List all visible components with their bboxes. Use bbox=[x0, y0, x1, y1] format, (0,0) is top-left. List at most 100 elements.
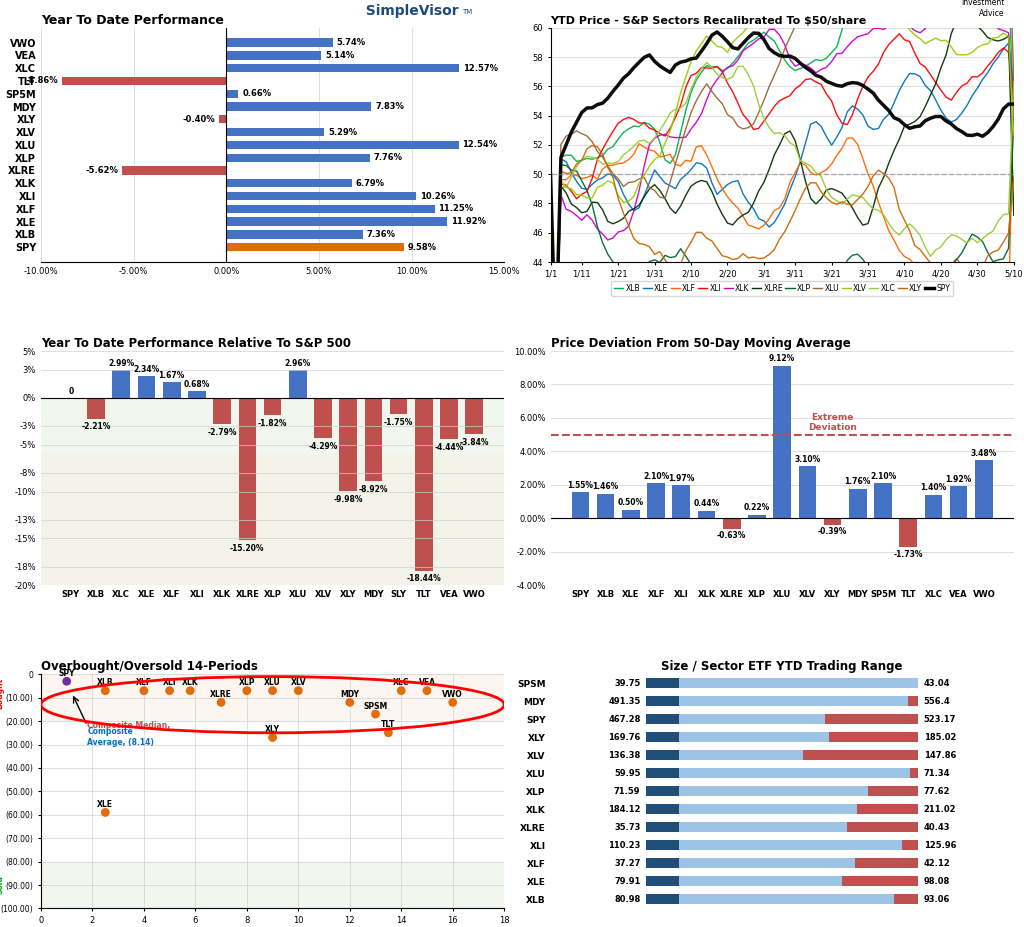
Bar bbox=[723, 518, 740, 529]
Bar bbox=[646, 895, 895, 905]
Bar bbox=[646, 805, 679, 814]
Bar bbox=[647, 483, 665, 518]
Bar bbox=[226, 64, 459, 72]
Bar bbox=[415, 398, 433, 571]
Text: 136.38: 136.38 bbox=[608, 751, 640, 760]
Text: -9.98%: -9.98% bbox=[334, 495, 362, 504]
Text: -5.62%: -5.62% bbox=[86, 166, 119, 175]
Text: 7.83%: 7.83% bbox=[375, 102, 403, 111]
Text: 5.29%: 5.29% bbox=[328, 128, 357, 136]
Text: 40.43: 40.43 bbox=[924, 823, 950, 832]
Bar bbox=[163, 382, 180, 398]
Bar bbox=[226, 218, 447, 226]
Bar bbox=[137, 376, 156, 398]
Text: 1.92%: 1.92% bbox=[945, 475, 972, 484]
Text: 0: 0 bbox=[69, 387, 74, 396]
Bar bbox=[673, 486, 690, 518]
Point bbox=[419, 683, 435, 698]
Text: 2.34%: 2.34% bbox=[133, 364, 160, 374]
Bar bbox=[122, 166, 226, 174]
Text: -1.82%: -1.82% bbox=[258, 419, 288, 427]
Bar bbox=[87, 398, 104, 419]
Text: -2.79%: -2.79% bbox=[208, 427, 237, 437]
Text: 1.76%: 1.76% bbox=[845, 477, 871, 487]
Point bbox=[393, 683, 410, 698]
Bar bbox=[697, 511, 716, 518]
Text: 2.99%: 2.99% bbox=[109, 359, 134, 367]
Bar bbox=[749, 514, 766, 518]
Point bbox=[368, 706, 384, 721]
Text: 7.76%: 7.76% bbox=[374, 153, 402, 162]
Text: -0.40%: -0.40% bbox=[182, 115, 215, 124]
Bar bbox=[440, 398, 458, 439]
Text: 0.22%: 0.22% bbox=[743, 503, 770, 512]
Bar bbox=[646, 732, 679, 743]
Text: SPSM: SPSM bbox=[364, 702, 388, 711]
Text: SimpleVisor: SimpleVisor bbox=[356, 5, 459, 19]
Bar bbox=[646, 858, 855, 869]
Point bbox=[264, 730, 281, 745]
Point bbox=[97, 805, 114, 819]
Bar bbox=[847, 822, 919, 832]
Text: 10.26%: 10.26% bbox=[420, 192, 455, 200]
Text: Composite Median,: Composite Median, bbox=[87, 721, 170, 730]
Text: 77.62: 77.62 bbox=[924, 787, 950, 796]
Text: 71.34: 71.34 bbox=[924, 768, 950, 778]
Text: 523.17: 523.17 bbox=[924, 715, 956, 724]
Text: 2.10%: 2.10% bbox=[869, 472, 896, 481]
Text: XLY: XLY bbox=[265, 725, 281, 734]
Point bbox=[213, 695, 229, 710]
Text: TLT: TLT bbox=[381, 720, 395, 730]
Text: XLF: XLF bbox=[136, 679, 152, 687]
Text: 80.98: 80.98 bbox=[614, 895, 640, 904]
Text: 39.75: 39.75 bbox=[614, 679, 640, 688]
Text: 2.96%: 2.96% bbox=[285, 359, 311, 368]
Bar bbox=[226, 205, 435, 213]
Text: Real
Investment
Advice: Real Investment Advice bbox=[962, 0, 1005, 19]
Bar bbox=[226, 38, 333, 46]
Text: -1.73%: -1.73% bbox=[894, 550, 923, 559]
Bar bbox=[646, 841, 902, 850]
Text: SPY: SPY bbox=[58, 668, 75, 678]
Text: TM: TM bbox=[463, 9, 473, 15]
Bar bbox=[646, 768, 679, 779]
Bar bbox=[239, 398, 256, 540]
Text: 98.08: 98.08 bbox=[924, 877, 950, 886]
Bar bbox=[62, 77, 226, 85]
Text: -18.44%: -18.44% bbox=[407, 575, 441, 583]
Text: 491.35: 491.35 bbox=[608, 697, 640, 705]
Bar bbox=[799, 466, 816, 518]
Bar bbox=[646, 750, 803, 760]
Bar bbox=[857, 805, 919, 814]
Bar bbox=[646, 877, 679, 886]
Text: 2.10%: 2.10% bbox=[643, 472, 669, 481]
Text: -0.63%: -0.63% bbox=[717, 531, 746, 540]
Text: XLB: XLB bbox=[97, 679, 114, 687]
Text: 42.12: 42.12 bbox=[924, 859, 950, 868]
Bar bbox=[925, 495, 942, 518]
Text: 1.46%: 1.46% bbox=[593, 482, 618, 491]
Text: 12.54%: 12.54% bbox=[462, 140, 498, 149]
Bar bbox=[226, 51, 322, 59]
Bar bbox=[646, 858, 679, 869]
Bar bbox=[895, 895, 919, 905]
Text: XLE: XLE bbox=[97, 800, 114, 809]
Text: 37.27: 37.27 bbox=[614, 859, 640, 868]
Bar bbox=[646, 679, 919, 688]
Bar bbox=[950, 486, 968, 518]
Text: 3.48%: 3.48% bbox=[971, 449, 997, 458]
Legend: XLB, XLE, XLF, XLI, XLK, XLRE, XLP, XLU, XLV, XLC, XLY, SPY: XLB, XLE, XLF, XLI, XLK, XLRE, XLP, XLU,… bbox=[611, 281, 953, 296]
Text: VEA: VEA bbox=[419, 679, 435, 687]
Point bbox=[342, 695, 358, 710]
Point bbox=[264, 683, 281, 698]
Text: XLK: XLK bbox=[182, 679, 199, 687]
Bar bbox=[226, 102, 372, 110]
Point bbox=[444, 695, 461, 710]
Bar bbox=[646, 750, 679, 760]
Bar bbox=[226, 128, 325, 136]
Text: Over
Bought: Over Bought bbox=[0, 678, 4, 708]
Text: Composite
Average, (8.14): Composite Average, (8.14) bbox=[87, 727, 155, 746]
Bar bbox=[899, 518, 918, 547]
Point bbox=[136, 683, 153, 698]
Bar bbox=[646, 679, 679, 688]
